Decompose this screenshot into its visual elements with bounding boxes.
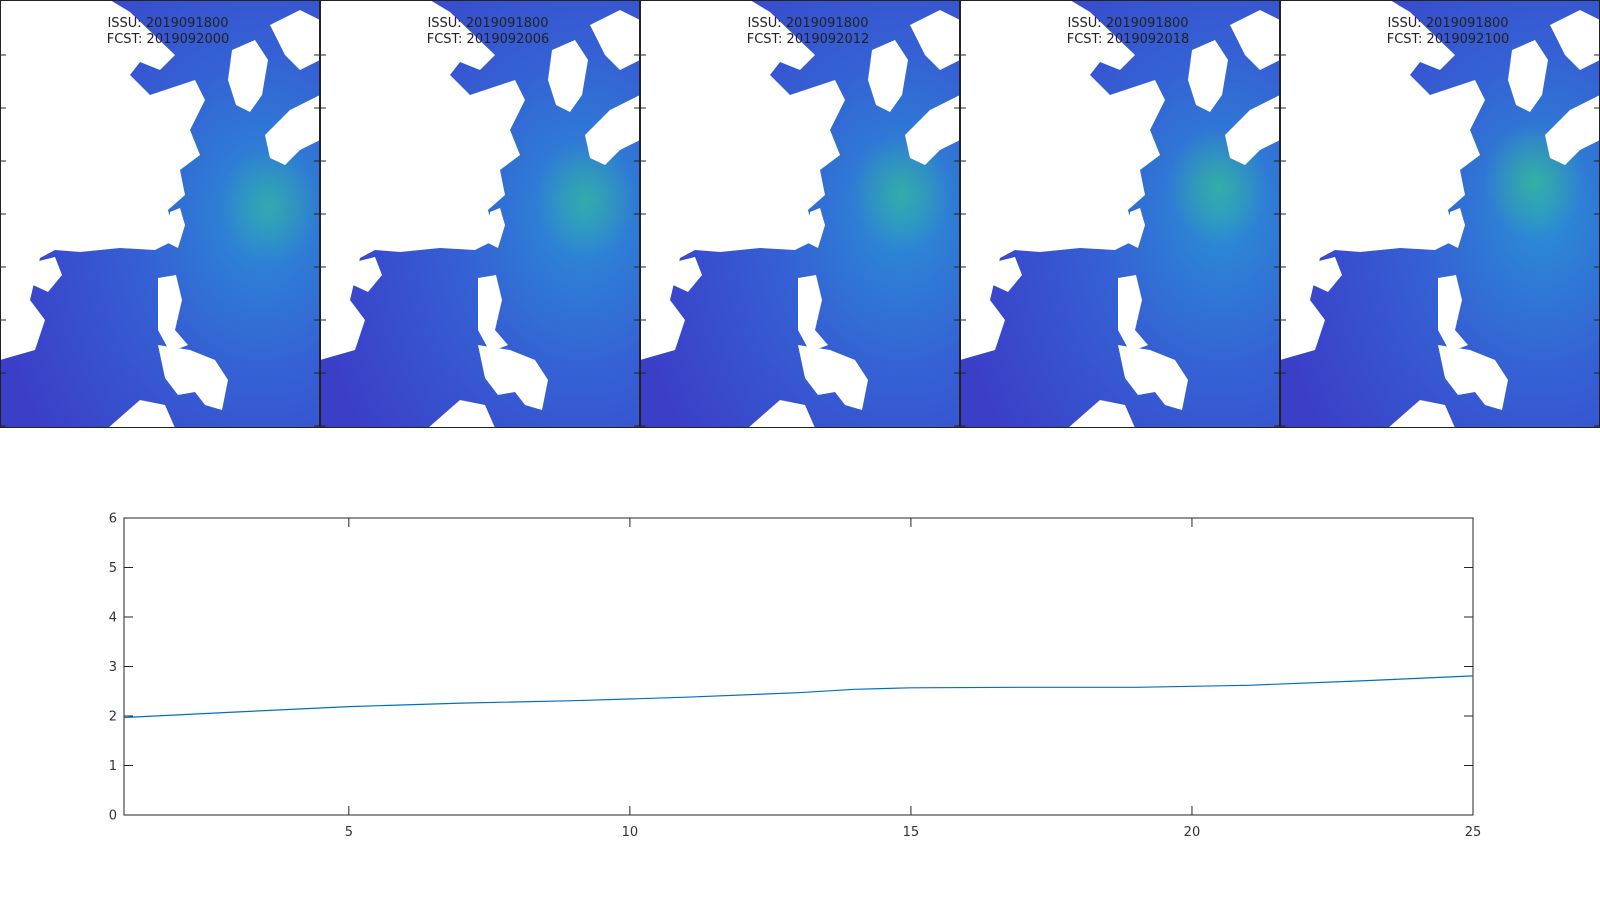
panel-issue-label: ISSU: 2019091800	[1387, 16, 1508, 31]
land-mass	[428, 400, 495, 428]
land-mass	[158, 275, 188, 352]
land-mass	[486, 208, 505, 248]
panel-forecast-label: FCST: 2019092018	[1067, 32, 1190, 47]
panel-issue-label: ISSU: 2019091800	[107, 16, 228, 31]
land-mass	[1225, 95, 1280, 165]
land-mass	[868, 40, 908, 112]
land-mass	[748, 400, 815, 428]
land-mass	[158, 345, 228, 410]
land-mass	[1545, 95, 1600, 165]
land-mass	[478, 275, 508, 352]
panel-issue-label: ISSU: 2019091800	[747, 16, 868, 31]
land-mass	[905, 95, 960, 165]
land-mass	[228, 40, 268, 112]
plot-frame	[123, 517, 1474, 816]
land-mass	[320, 0, 525, 360]
land-mass	[960, 0, 1165, 360]
land-mass	[1230, 10, 1280, 70]
panel-forecast-label: FCST: 2019092012	[747, 32, 870, 47]
x-tick-label: 10	[622, 825, 639, 840]
x-tick-label: 20	[1184, 825, 1201, 840]
land-mass	[806, 208, 825, 248]
land-mass	[585, 95, 640, 165]
panel-forecast-label: FCST: 2019092000	[107, 32, 230, 47]
land-mass	[265, 95, 320, 165]
x-tick-label: 5	[345, 825, 353, 840]
land-mass	[1313, 257, 1342, 292]
land-mass	[1388, 400, 1455, 428]
y-tick-label: 5	[109, 561, 117, 576]
typhoon-hotspot	[852, 135, 952, 251]
land-mass	[166, 208, 185, 248]
land-mass	[1118, 275, 1148, 352]
land-mass	[108, 400, 175, 428]
typhoon-hotspot	[536, 141, 636, 257]
land-mass	[1118, 345, 1188, 410]
land-mass	[640, 0, 845, 360]
x-tick-label: 25	[1465, 825, 1482, 840]
land-mass	[993, 257, 1022, 292]
land-mass	[1446, 208, 1465, 248]
land-mass	[478, 345, 548, 410]
typhoon-hotspot	[220, 147, 320, 263]
land-mass	[270, 10, 320, 70]
land-mass	[0, 0, 205, 360]
y-tick-label: 0	[109, 809, 117, 824]
land-mass	[353, 257, 382, 292]
y-tick-label: 3	[109, 660, 117, 675]
y-tick-label: 2	[109, 710, 117, 725]
land-mass	[1068, 400, 1135, 428]
panel-issue-label: ISSU: 2019091800	[427, 16, 548, 31]
land-mass	[1188, 40, 1228, 112]
land-mass	[1550, 10, 1600, 70]
x-tick-label: 15	[903, 825, 920, 840]
line-chart: 5 10 15 20 25 0 1 2 3 4 5 6	[109, 512, 1482, 841]
y-tick-label: 4	[109, 611, 117, 626]
land-mass	[590, 10, 640, 70]
land-mass	[1438, 275, 1468, 352]
panel-forecast-label: FCST: 2019092100	[1387, 32, 1510, 47]
land-mass	[1508, 40, 1548, 112]
land-mass	[1438, 345, 1508, 410]
panel-issue-label: ISSU: 2019091800	[1067, 16, 1188, 31]
land-mass	[910, 10, 960, 70]
land-mass	[798, 345, 868, 410]
y-tick-label: 1	[109, 759, 117, 774]
land-mass	[673, 257, 702, 292]
panel-forecast-label: FCST: 2019092006	[427, 32, 550, 47]
y-tick-label: 6	[109, 512, 117, 527]
land-mass	[33, 257, 62, 292]
land-mass	[798, 275, 828, 352]
land-mass	[1280, 0, 1485, 360]
land-mass	[1126, 208, 1145, 248]
series-line	[123, 675, 1474, 719]
land-mass	[548, 40, 588, 112]
